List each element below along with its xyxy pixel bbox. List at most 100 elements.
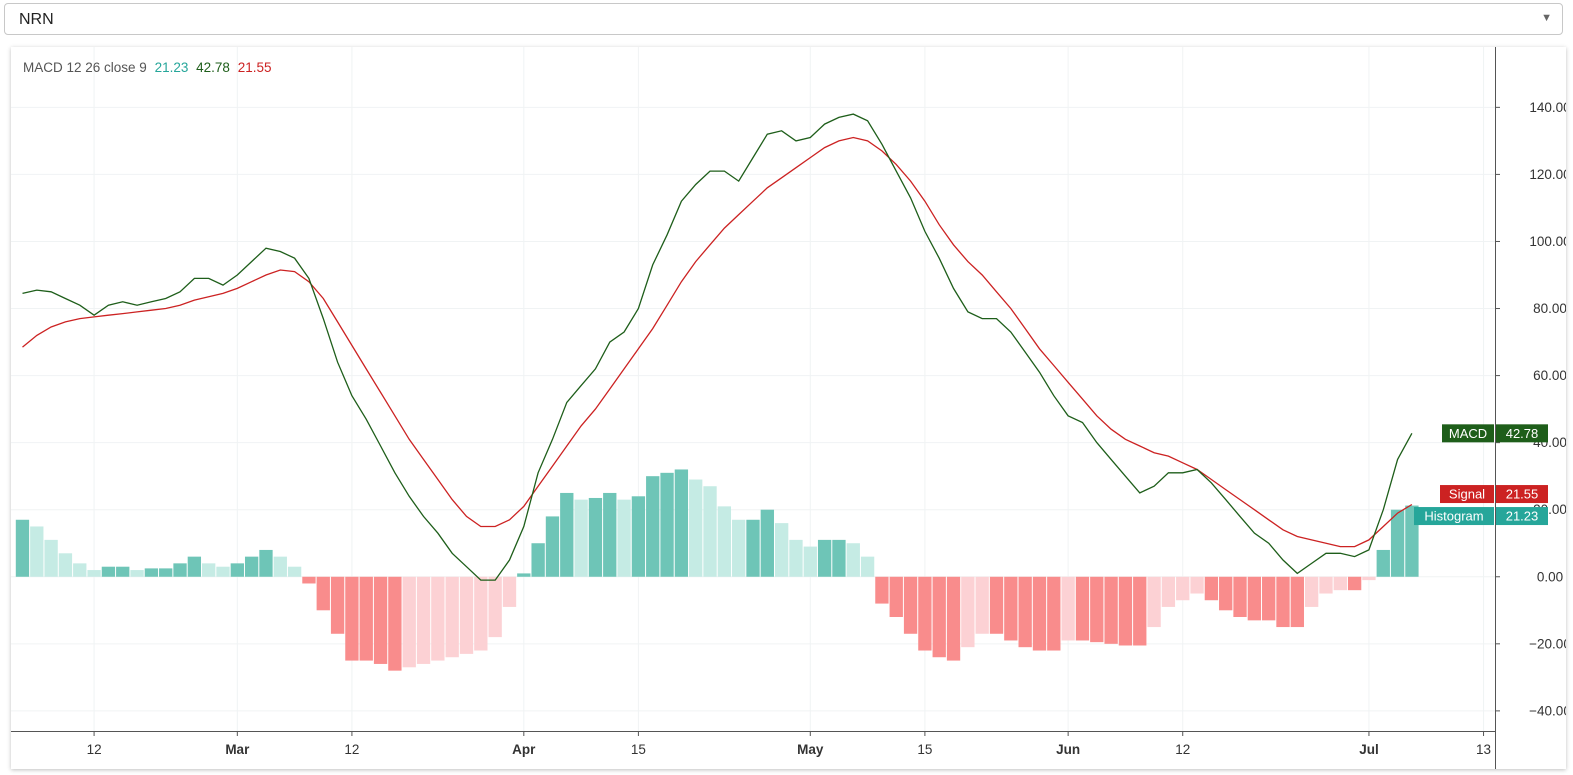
- histogram-bar: [817, 539, 832, 577]
- histogram-bar: [531, 543, 545, 577]
- histogram-bar: [58, 553, 73, 577]
- histogram-bar: [416, 576, 431, 664]
- symbol-select[interactable]: NRN ▼: [4, 3, 1563, 35]
- y-tick-label: 120.00: [1529, 167, 1566, 182]
- histogram-bar: [15, 519, 30, 577]
- histogram-bar: [789, 539, 803, 577]
- histogram-bar: [488, 576, 502, 638]
- histogram-bar: [30, 526, 44, 577]
- histogram-bar: [359, 576, 373, 661]
- x-tick-label: 12: [87, 742, 102, 757]
- histogram-bar: [173, 563, 187, 577]
- histogram-bar: [1376, 549, 1390, 577]
- MACD-label: MACD: [1449, 426, 1487, 441]
- histogram-bar: [1104, 576, 1118, 644]
- histogram-bar: [574, 499, 588, 577]
- histogram-bar: [44, 539, 58, 577]
- histogram-bar: [875, 576, 889, 604]
- histogram-bar: [1061, 576, 1075, 641]
- y-tick-label: −20.00: [1529, 636, 1566, 651]
- Signal-value-box: [1496, 485, 1548, 504]
- histogram-bar: [1290, 576, 1304, 628]
- x-tick-label: Jun: [1056, 742, 1080, 757]
- histogram-bar: [116, 566, 130, 577]
- x-tick-label: 12: [344, 742, 359, 757]
- x-tick-label: 13: [1476, 742, 1491, 757]
- axes: 140.00120.00100.0080.0060.0040.0020.000.…: [11, 47, 1566, 769]
- histogram-bar: [717, 506, 732, 577]
- histogram-bar: [202, 563, 216, 577]
- histogram-bar: [1118, 576, 1133, 646]
- histogram-bar: [674, 469, 689, 577]
- MACD-value-box: [1496, 424, 1548, 443]
- histogram-bar: [330, 576, 345, 634]
- histogram-bar: [846, 543, 860, 577]
- macd-chart-panel[interactable]: 140.00120.00100.0080.0060.0040.0020.000.…: [11, 47, 1566, 769]
- histogram-bar: [803, 546, 817, 577]
- histogram-bar: [1262, 576, 1276, 621]
- x-tick-label: May: [797, 742, 824, 757]
- histogram-bar: [732, 519, 746, 577]
- histogram-bar: [1090, 576, 1104, 643]
- histogram-bar: [1047, 576, 1061, 651]
- grid-lines: [11, 47, 1495, 731]
- histogram-bar: [302, 576, 316, 584]
- macd-chart[interactable]: 140.00120.00100.0080.0060.0040.0020.000.…: [11, 47, 1566, 769]
- histogram-bar: [832, 539, 846, 577]
- histogram-bar: [445, 576, 459, 658]
- x-tick-label: 15: [917, 742, 932, 757]
- histogram-bar: [230, 563, 244, 577]
- histogram-bar: [287, 566, 302, 577]
- histogram-bar: [273, 556, 287, 577]
- y-tick-label: 60.00: [1533, 368, 1566, 383]
- chevron-down-icon: ▼: [1541, 12, 1552, 24]
- histogram-bar: [631, 496, 646, 577]
- legend-signal-value: 21.55: [237, 60, 272, 75]
- histogram-bar: [345, 576, 359, 661]
- y-tick-label: 0.00: [1537, 569, 1563, 584]
- histogram-bar: [932, 576, 946, 658]
- histogram-bar: [431, 576, 445, 661]
- histogram-bar: [1190, 576, 1204, 594]
- histogram-bar: [216, 566, 230, 577]
- histogram-bar: [459, 576, 474, 654]
- histogram-bar: [560, 492, 574, 577]
- histogram-bar: [259, 549, 273, 577]
- y-tick-label: −40.00: [1529, 703, 1566, 718]
- histogram-bar: [774, 523, 789, 577]
- histogram-bar: [603, 492, 617, 577]
- histogram-bar: [989, 576, 1004, 634]
- histogram-bar: [1219, 576, 1233, 611]
- histogram-bar: [1204, 576, 1219, 601]
- y-tick-label: 100.00: [1529, 234, 1566, 249]
- histogram-series: [15, 469, 1419, 671]
- Histogram-label: Histogram: [1424, 509, 1483, 524]
- histogram-bar: [660, 472, 674, 577]
- Signal-value: 21.55: [1506, 487, 1539, 502]
- x-tick-label: 15: [631, 742, 646, 757]
- legend-histogram-value: 21.23: [154, 60, 189, 75]
- histogram-bar: [187, 556, 202, 577]
- histogram-bar: [1075, 576, 1090, 641]
- histogram-bar: [1147, 576, 1161, 628]
- histogram-bar: [101, 566, 116, 577]
- histogram-bar: [73, 563, 87, 577]
- histogram-bar: [918, 576, 932, 651]
- Signal-label: Signal: [1449, 487, 1485, 502]
- histogram-bar: [373, 576, 388, 664]
- histogram-bar: [1176, 576, 1190, 601]
- Signal: Signal 21.55: [1440, 485, 1548, 504]
- histogram-bar: [1390, 509, 1405, 577]
- symbol-select-value: NRN: [19, 11, 54, 28]
- indicator-legend: MACD 12 26 close 9 21.23 42.78 21.55: [23, 60, 276, 75]
- histogram-bar: [1032, 576, 1047, 651]
- histogram-bar: [1276, 576, 1290, 628]
- MACD-label-box: [1442, 424, 1494, 443]
- histogram-bar: [617, 499, 631, 577]
- signal-line: [22, 136, 1413, 548]
- Histogram-label-box: [1414, 507, 1494, 526]
- MACD: MACD 42.78: [1442, 424, 1548, 443]
- Histogram: Histogram 21.23: [1414, 507, 1548, 526]
- histogram-bar: [903, 576, 918, 634]
- x-tick-label: Jul: [1359, 742, 1379, 757]
